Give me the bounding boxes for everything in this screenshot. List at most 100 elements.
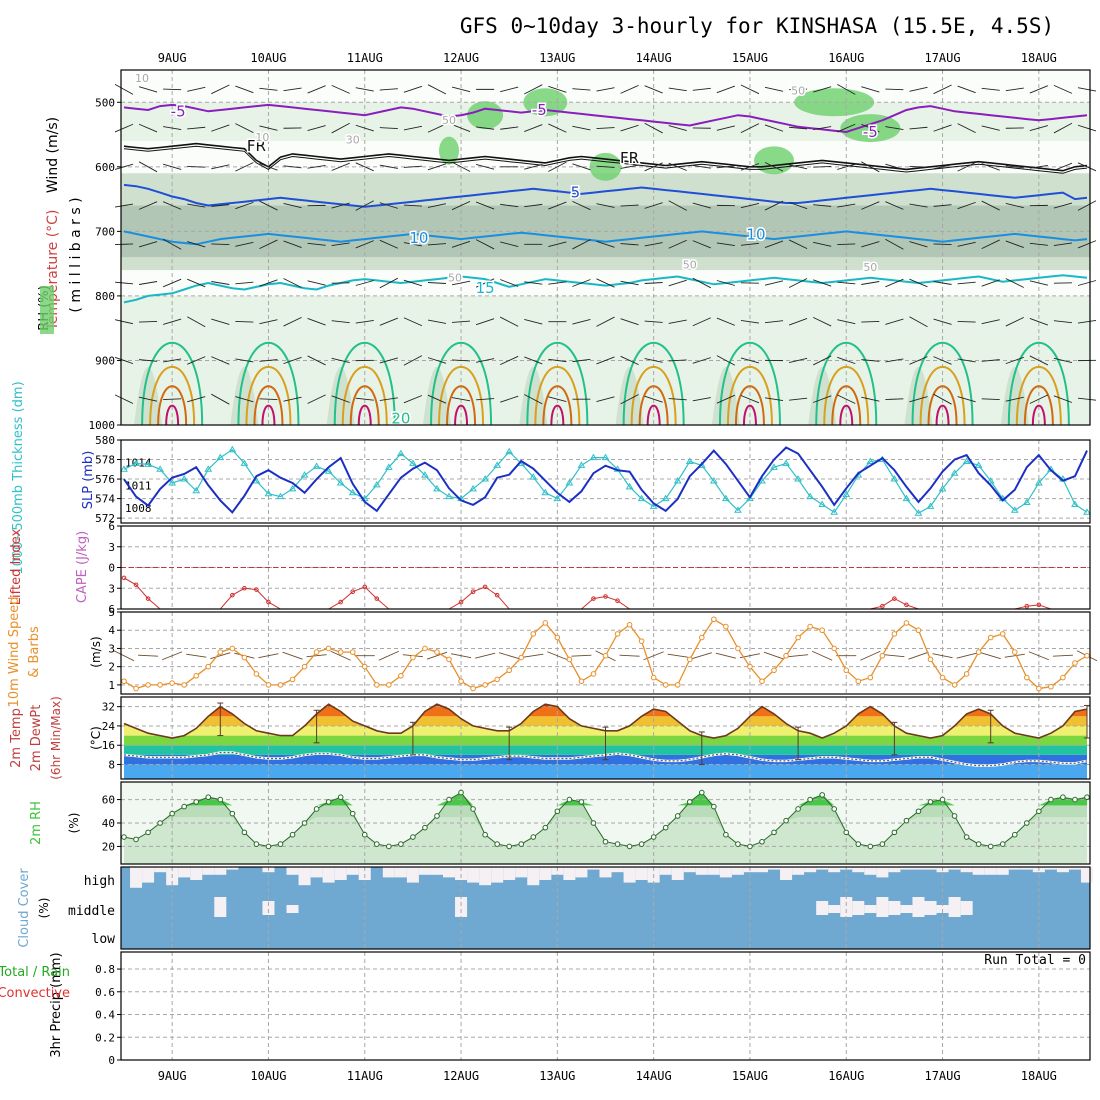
wind-barb [500, 395, 519, 403]
wind10-point [879, 652, 886, 659]
lifted-point [615, 598, 620, 604]
wind-barb [139, 281, 158, 285]
rh2m-point [470, 806, 476, 812]
lifted-point [338, 599, 343, 605]
wind-barb [957, 241, 976, 247]
rh-column-58 [808, 366, 837, 425]
wind-barb [1029, 165, 1048, 169]
cloud-high-gap [804, 867, 817, 873]
thickness-point [324, 467, 333, 474]
cloud-mid-gap [214, 897, 227, 917]
wind-barb [909, 396, 928, 403]
wind-barb [981, 398, 1000, 400]
wind-barb [235, 358, 254, 363]
thickness-point [950, 469, 959, 476]
wind-barb [572, 163, 591, 171]
wind-barb [379, 88, 398, 91]
wind10-point [638, 638, 645, 644]
wind-barb [331, 320, 350, 324]
cloud-mid-gap [816, 901, 829, 915]
upper-air-ytick-label-3: 800 [95, 290, 115, 303]
wind-barb [764, 86, 784, 92]
thickness-point [986, 477, 995, 484]
wind10-ytick-label-3: 4 [108, 624, 115, 637]
wind10-point [1011, 649, 1018, 655]
rh2m-point [843, 829, 850, 836]
wind10-point [927, 656, 934, 663]
cloud-high-gap [346, 867, 359, 875]
wind-barb [355, 200, 374, 211]
cloud-high-gap [731, 867, 744, 875]
wind10-point [614, 631, 621, 637]
wind10-point [566, 656, 573, 663]
rh2m-point [795, 806, 801, 812]
wind-barb [475, 318, 495, 326]
wind-barb [837, 243, 856, 246]
label-barbs: & Barbs [27, 626, 42, 678]
wind-barb [885, 358, 904, 363]
thickness-point [348, 488, 357, 496]
wind10-point [711, 616, 717, 623]
wind10-point [434, 649, 440, 655]
cloud-high-gap [178, 867, 191, 878]
wind-barb [476, 398, 495, 401]
thickness-point [336, 478, 345, 486]
bl-isotherm-34-0 [526, 341, 589, 426]
wind-barb [162, 278, 182, 288]
wind-barb [211, 356, 230, 365]
wind-barb [861, 86, 880, 93]
thickness-point [276, 492, 285, 500]
wind-barb [283, 240, 302, 249]
wind-barb [331, 395, 350, 403]
wind-barb [957, 201, 976, 210]
wind-barb [981, 87, 1000, 91]
rh2m-point [193, 799, 200, 805]
wind-barb [187, 316, 206, 328]
temp-band-6 [124, 706, 1087, 717]
wind10-point [361, 663, 368, 670]
cloud-high-gap [852, 867, 865, 873]
wind-barb [885, 398, 904, 400]
cloud-high-gap [130, 867, 143, 888]
cloud-high-gap [142, 867, 155, 883]
bl-isotherm-34-3 [550, 404, 565, 426]
wind-barb [475, 239, 495, 250]
wind10-point [410, 654, 416, 661]
wind-barb [211, 318, 230, 325]
wind-barb [259, 125, 278, 131]
thickness-point [709, 477, 718, 484]
wind-barb [524, 84, 543, 95]
cloud-high-gap [635, 867, 648, 880]
wind-barb [764, 200, 784, 211]
lifted-point [1036, 602, 1042, 608]
wind-barb [981, 239, 1000, 250]
wind-barb [1053, 122, 1073, 134]
wind-barb [211, 84, 230, 95]
thickness-point [120, 465, 128, 472]
contour-label-6: 10 [409, 229, 428, 247]
wind-barb [331, 202, 350, 209]
panel-labels: Wind (m/s)Temperature (°C)RH (%)( m i l … [0, 117, 103, 1058]
label-total-rain: Total / Rain [0, 965, 70, 980]
wind10-point [783, 652, 789, 659]
wind-barb [1053, 84, 1073, 94]
cloud-high-gap [1008, 867, 1021, 870]
contour-label-8: 15 [476, 279, 495, 297]
cloud-high-gap [876, 867, 889, 878]
wind-barb [644, 122, 663, 134]
wind-barb [933, 318, 952, 325]
thickness-point [180, 475, 189, 482]
thickness-point [673, 477, 682, 484]
wind10-point [337, 649, 344, 655]
wind10-point [398, 672, 404, 679]
wind10-barb [547, 651, 568, 661]
wind-barb [620, 355, 639, 366]
bl-isotherm-74-3 [1031, 404, 1046, 426]
wind-barb [331, 357, 350, 364]
wind-barb [355, 162, 374, 172]
wind-barb [476, 358, 495, 363]
wind-barb [548, 281, 567, 285]
wind-barb [331, 84, 350, 94]
thickness-point [396, 449, 405, 457]
bl-isotherm-74-1 [1015, 366, 1062, 426]
